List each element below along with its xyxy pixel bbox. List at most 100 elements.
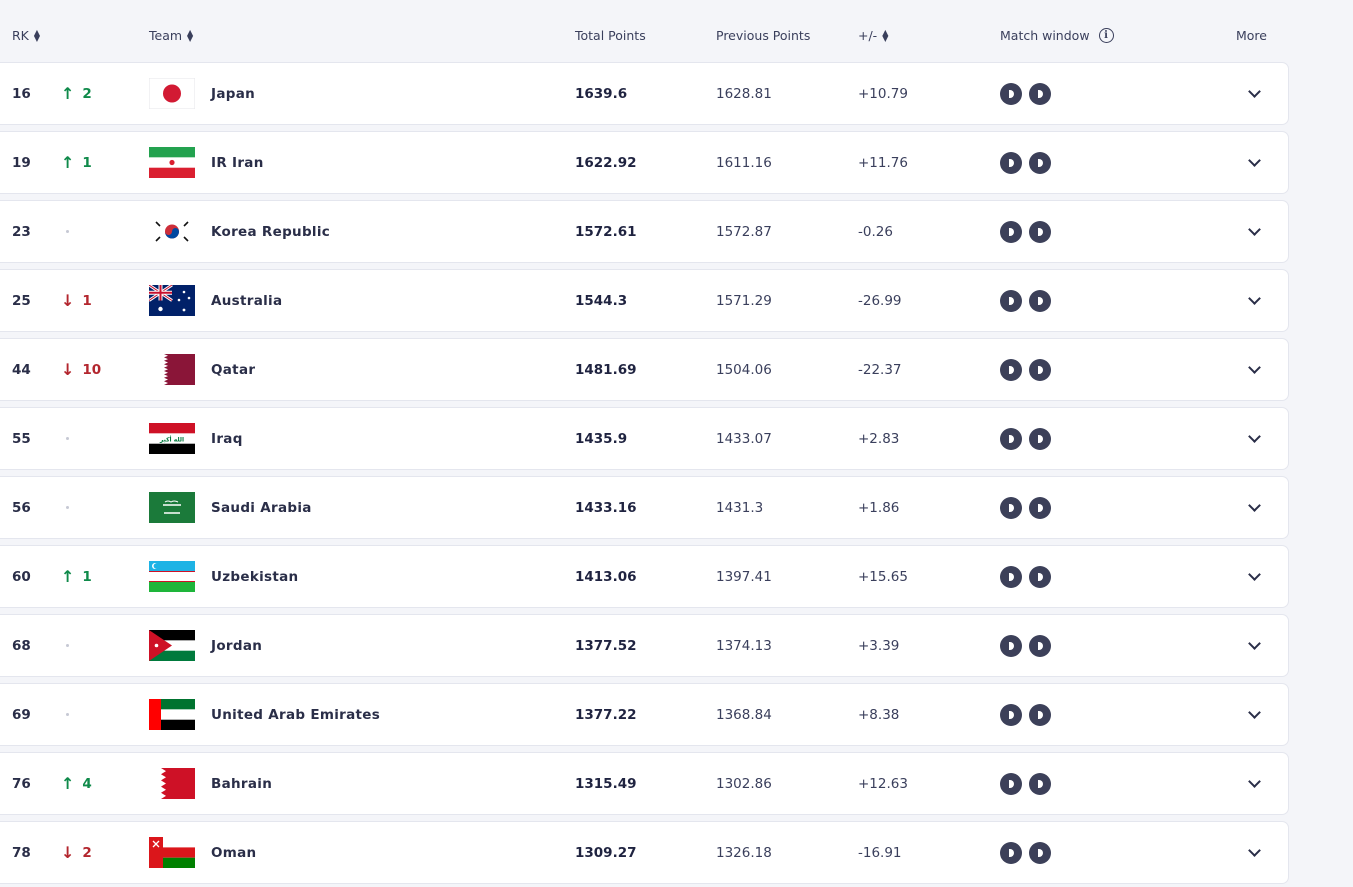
chevron-down-icon [1247,567,1261,581]
match-window-dot-icon[interactable] [1029,289,1051,312]
match-window-dot-icon[interactable] [1000,82,1022,105]
expand-row-button[interactable] [1246,477,1262,538]
match-window-dot-icon[interactable] [1000,220,1022,243]
expand-row-button[interactable] [1246,63,1262,124]
expand-row-button[interactable] [1246,615,1262,676]
table-row[interactable]: 44 ↓ 10 Qatar 1481.69 1504.06 -22.37 [0,338,1289,401]
expand-row-button[interactable] [1246,132,1262,193]
previous-points: 1504.06 [716,361,772,378]
expand-row-button[interactable] [1246,339,1262,400]
points-difference: -22.37 [858,361,902,378]
match-window-dot-icon[interactable] [1029,772,1051,795]
match-window-dot-icon[interactable] [1000,496,1022,519]
previous-points: 1368.84 [716,706,772,723]
chevron-down-icon [1247,360,1261,374]
team-name[interactable]: IR Iran [211,154,264,171]
australia-flag-icon [149,285,195,316]
match-window-dot-icon[interactable] [1000,772,1022,795]
table-row[interactable]: 78 ↓ 2 Oman 1309.27 1326.18 -16.91 [0,821,1289,884]
saudi-flag-icon [149,492,195,523]
table-row[interactable]: 23 Korea Republic 1572.61 1572.87 -0.26 [0,200,1289,263]
sort-icon[interactable]: ▲ ▼ [882,27,889,43]
points-difference: +1.86 [858,499,900,516]
table-row[interactable]: 56 Saudi Arabia 1433.16 1431.3 +1.86 [0,476,1289,539]
match-window-dot-icon[interactable] [1029,565,1051,588]
table-row[interactable]: 55 Iraq 1435.9 1433.07 +2.83 [0,407,1289,470]
team-name[interactable]: Jordan [211,637,263,654]
jordan-flag-icon [149,630,195,661]
table-row[interactable]: 25 ↓ 1 Australia 1544.3 1571.29 -26.99 [0,269,1289,332]
team-name[interactable]: Bahrain [211,775,273,792]
table-row[interactable]: 60 ↑ 1 Uzbekistan 1413.06 1397.41 +15.65 [0,545,1289,608]
match-window-dot-icon[interactable] [1000,841,1022,864]
points-difference: -0.26 [858,223,893,240]
chevron-down-icon [1247,705,1261,719]
expand-row-button[interactable] [1246,684,1262,745]
previous-points: 1572.87 [716,223,772,240]
rank: 60 [12,568,31,585]
rank-movement: ↑ 2 [61,63,92,124]
table-row[interactable]: 76 ↑ 4 Bahrain 1315.49 1302.86 +12.63 [0,752,1289,815]
match-window-dot-icon[interactable] [1000,358,1022,381]
match-window-dot-icon[interactable] [1000,634,1022,657]
match-window-dot-icon[interactable] [1000,427,1022,450]
team-name[interactable]: Australia [211,292,283,309]
total-points-header: Total Points [575,28,646,43]
no-change-icon [66,437,69,440]
match-window-dot-icon[interactable] [1029,841,1051,864]
expand-row-button[interactable] [1246,822,1262,883]
info-icon[interactable]: i [1098,28,1114,43]
plus-minus-column-header[interactable]: +/- ▲ ▼ [858,28,888,43]
rank: 19 [12,154,31,171]
match-window-dot-icon[interactable] [1029,220,1051,243]
chevron-down-icon [1247,291,1261,305]
rank-movement: ↑ 1 [61,132,92,193]
expand-row-button[interactable] [1246,753,1262,814]
team-name[interactable]: Saudi Arabia [211,499,312,516]
team-name[interactable]: Qatar [211,361,256,378]
sort-icon[interactable]: ▲ ▼ [33,27,41,43]
match-window-dot-icon[interactable] [1029,82,1051,105]
expand-row-button[interactable] [1246,408,1262,469]
expand-row-button[interactable] [1246,201,1262,262]
team-name[interactable]: United Arab Emirates [211,706,381,723]
match-window-dot-icon[interactable] [1029,151,1051,174]
match-window-dot-icon[interactable] [1029,358,1051,381]
match-window [1000,132,1051,193]
chevron-down-icon [1247,84,1261,98]
table-row[interactable]: 68 Jordan 1377.52 1374.13 +3.39 [0,614,1289,677]
table-row[interactable]: 16 ↑ 2 Japan 1639.6 1628.81 +10.79 [0,62,1289,125]
match-window-dot-icon[interactable] [1000,151,1022,174]
match-window-dot-icon[interactable] [1029,496,1051,519]
rank-change-value: 2 [82,85,92,102]
total-points: 1639.6 [575,85,628,102]
rk-column-header[interactable]: RK ▲ ▼ [12,28,40,43]
table-row[interactable]: 69 United Arab Emirates 1377.22 1368.84 +8.3… [0,683,1289,746]
japan-flag-icon [149,78,195,109]
match-window [1000,63,1051,124]
points-difference: +3.39 [858,637,900,654]
match-window-dot-icon[interactable] [1000,703,1022,726]
match-window-dot-icon[interactable] [1000,289,1022,312]
match-window-dot-icon[interactable] [1000,565,1022,588]
rank-change-value: 1 [82,292,92,309]
team-column-header[interactable]: Team ▲ ▼ [149,28,193,43]
team-name[interactable]: Uzbekistan [211,568,299,585]
chevron-down-icon [1247,498,1261,512]
expand-row-button[interactable] [1246,270,1262,331]
match-window-dot-icon[interactable] [1029,634,1051,657]
qatar-flag-icon [149,354,195,385]
table-row[interactable]: 19 ↑ 1 IR Iran 1622.92 1611.16 +11.76 [0,131,1289,194]
team-name[interactable]: Oman [211,844,257,861]
expand-row-button[interactable] [1246,546,1262,607]
team-name[interactable]: Korea Republic [211,223,331,240]
team-name[interactable]: Iraq [211,430,243,447]
rank-movement [61,477,69,538]
points-difference: -26.99 [858,292,902,309]
team-header-label: Team [149,28,183,43]
team-name[interactable]: Japan [211,85,256,102]
match-window-dot-icon[interactable] [1029,427,1051,450]
match-window-dot-icon[interactable] [1029,703,1051,726]
points-difference: +12.63 [858,775,908,792]
sort-icon[interactable]: ▲ ▼ [187,27,194,43]
